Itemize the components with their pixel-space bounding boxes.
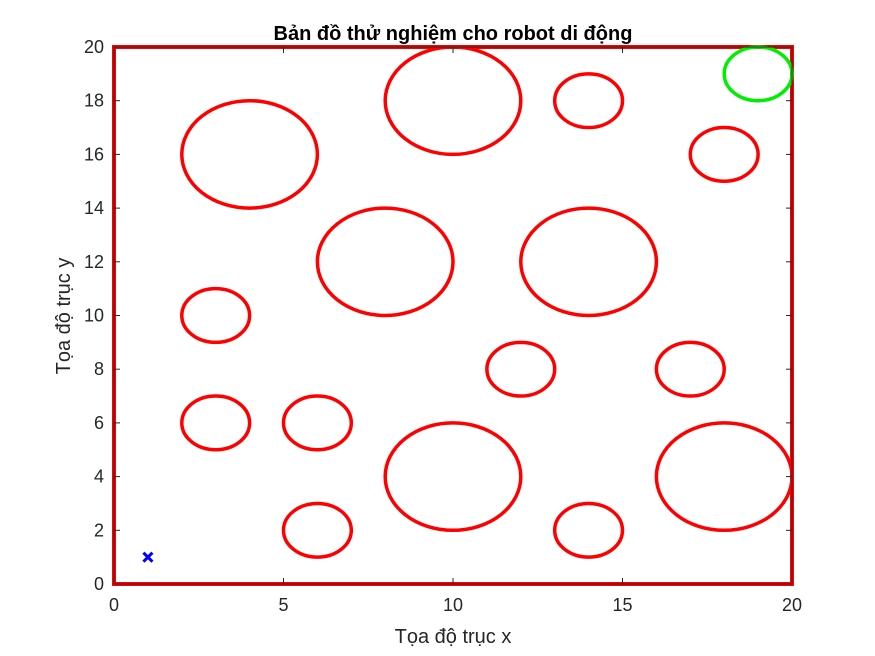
obstacle-15 — [552, 501, 625, 559]
obstacle-6 — [519, 206, 659, 318]
start-marker-stroke-b — [142, 551, 154, 563]
obstacle-10 — [180, 394, 252, 452]
axes: 0 5 10 15 20 0 2 4 6 8 10 12 14 16 18 20 — [84, 37, 802, 615]
y-tick-label-8: 16 — [84, 144, 104, 164]
obstacle-9 — [654, 340, 726, 398]
y-tick-label-4: 8 — [94, 359, 104, 379]
obstacle-14 — [281, 501, 354, 559]
axes-box — [113, 46, 793, 585]
obstacle-4 — [688, 125, 760, 183]
y-tick-label-1: 2 — [94, 520, 104, 540]
obstacle-11 — [281, 394, 354, 452]
y-axis-label: Tọa độ trục y — [53, 258, 75, 375]
obstacle-13 — [654, 421, 794, 533]
obstacle-8 — [485, 340, 557, 398]
y-tick-label-3: 6 — [94, 413, 104, 433]
y-tick-label-2: 4 — [94, 467, 104, 487]
map-boundary — [112, 45, 794, 586]
start-marker — [142, 551, 154, 563]
obstacle-2 — [383, 45, 523, 157]
obstacle-3 — [552, 72, 625, 130]
x-tick-label-0: 0 — [109, 595, 119, 615]
y-tick-label-9: 18 — [84, 91, 104, 111]
obstacle-1 — [180, 98, 320, 210]
chart-title: Bản đồ thử nghiệm cho robot di động — [274, 23, 633, 45]
y-tick-label-6: 12 — [84, 252, 104, 272]
y-tick-label-10: 20 — [84, 37, 104, 57]
x-tick-label-3: 15 — [612, 595, 632, 615]
x-tick-label-4: 20 — [782, 595, 802, 615]
y-tick-label-5: 10 — [84, 306, 104, 326]
x-tick-label-1: 5 — [278, 595, 288, 615]
y-tick-label-0: 0 — [94, 574, 104, 594]
obstacle-5 — [315, 206, 455, 318]
goal-region — [722, 45, 794, 103]
plot-marks — [112, 45, 794, 586]
obstacle-7 — [180, 286, 252, 345]
obstacle-12 — [383, 421, 523, 533]
x-axis-label: Tọa độ trục x — [395, 626, 512, 648]
x-tick-label-2: 10 — [443, 595, 463, 615]
y-tick-label-7: 14 — [84, 198, 104, 218]
